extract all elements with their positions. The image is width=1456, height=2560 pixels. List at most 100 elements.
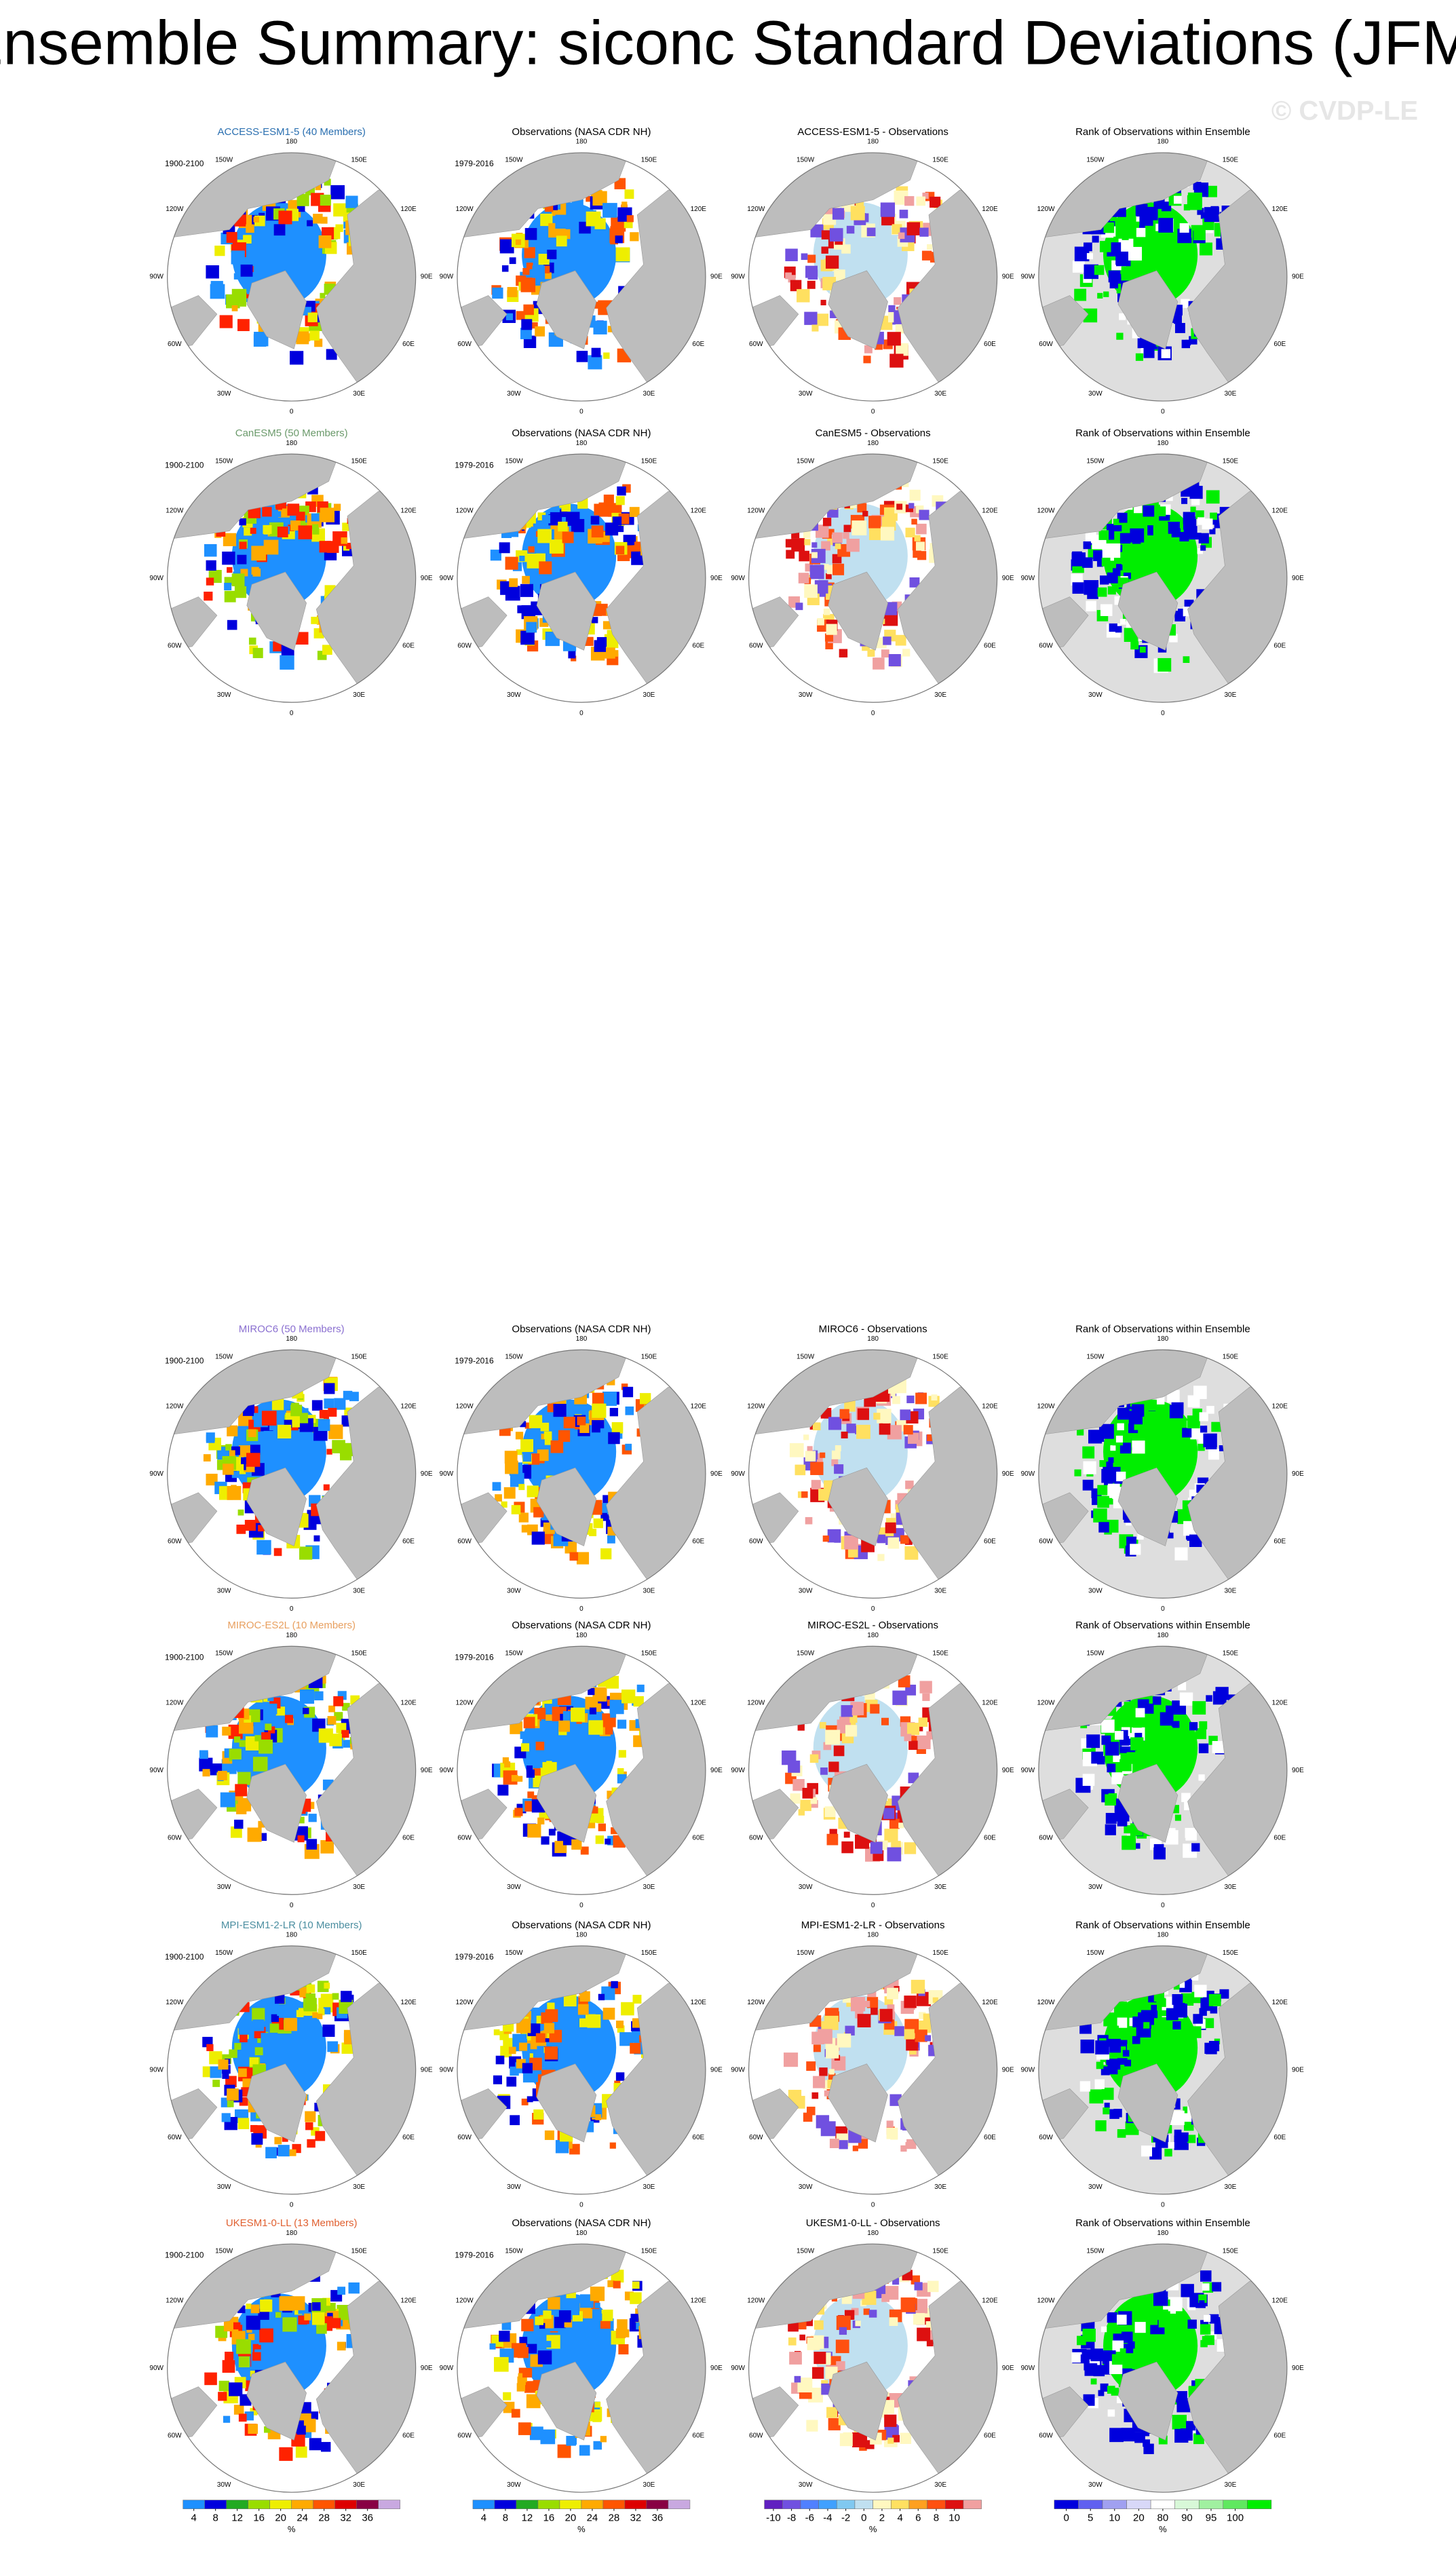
- field-cell: [318, 235, 332, 248]
- field-cell: [617, 1768, 624, 1775]
- lon-label: 150W: [215, 1354, 233, 1361]
- lon-label: 60W: [457, 341, 472, 348]
- field-cell: [814, 580, 828, 594]
- field-cell: [299, 1546, 313, 1560]
- field-cell: [571, 655, 577, 662]
- lon-label: 150E: [641, 2247, 657, 2255]
- colorbar-tick-label: 10: [949, 2513, 960, 2524]
- lon-label: 30W: [799, 2481, 813, 2489]
- field-cell: [600, 1548, 612, 1560]
- field-cell: [1158, 218, 1173, 233]
- lon-label: 150E: [932, 1949, 949, 1957]
- field-cell: [590, 2287, 605, 2301]
- map-panel: Rank of Observations within Ensemble1801…: [1021, 1323, 1305, 1613]
- field-cell: [926, 2339, 934, 2347]
- field-cell: [1121, 2428, 1135, 2442]
- lon-label: 90W: [440, 1470, 454, 1478]
- field-cell: [314, 1691, 324, 1701]
- field-cell: [802, 1787, 813, 1799]
- field-cell: [790, 1793, 801, 1804]
- field-cell: [337, 2342, 346, 2351]
- field-cell: [621, 202, 628, 208]
- lon-label: 120E: [691, 1999, 707, 2006]
- lon-label: 90E: [1002, 1767, 1014, 1774]
- field-cell: [1131, 1404, 1145, 1417]
- field-cell: [267, 1695, 274, 1702]
- field-cell: [569, 1552, 579, 1561]
- field-cell: [282, 2135, 288, 2142]
- field-cell: [810, 1797, 818, 1804]
- field-cell: [1097, 587, 1107, 597]
- colorbar-tick-label: 16: [253, 2513, 265, 2524]
- field-cell: [911, 1979, 925, 1994]
- colorbar-tick-label: 2: [879, 2513, 885, 2524]
- lon-label: 180: [576, 138, 588, 146]
- field-cell: [868, 526, 883, 540]
- map-border: [457, 152, 706, 402]
- field-cell: [1107, 1763, 1116, 1773]
- field-cell: [1086, 600, 1096, 611]
- field-cell: [349, 1392, 359, 1402]
- period-label: 1979-2016: [455, 2250, 494, 2259]
- field-cell: [229, 2382, 243, 2396]
- field-cell: [334, 1398, 346, 1410]
- field-cell: [521, 319, 533, 330]
- land: [246, 1467, 307, 1546]
- lon-label: 150E: [351, 1354, 367, 1361]
- map-panel: Rank of Observations within Ensemble1801…: [1021, 1919, 1305, 2209]
- field-cell: [596, 1816, 605, 1824]
- field-cell: [603, 494, 614, 505]
- colorbar-tick-label: 36: [652, 2513, 664, 2524]
- field-cell: [605, 1727, 613, 1735]
- field-cell: [823, 1742, 832, 1751]
- lon-label: 120W: [747, 2297, 765, 2304]
- field-cell: [271, 1398, 284, 1411]
- field-cell: [256, 1540, 271, 1555]
- field-cell: [851, 1707, 860, 1716]
- field-cell: [535, 326, 545, 337]
- panel-title: CanESM5 (50 Members): [235, 427, 348, 439]
- field-cell: [630, 232, 639, 242]
- colorbar-unit: %: [577, 2524, 586, 2534]
- field-cell: [824, 2090, 830, 2097]
- field-cell: [621, 1383, 628, 1390]
- colorbar-tick-label: 20: [565, 2513, 577, 2524]
- field-cell: [863, 356, 871, 364]
- field-cell: [277, 2145, 290, 2157]
- field-cell: [832, 532, 843, 543]
- field-cell: [594, 2401, 601, 2408]
- lon-label: 120E: [982, 1403, 998, 1411]
- field-cell: [629, 507, 640, 517]
- field-cell: [495, 1494, 502, 1502]
- lon-label: 60W: [168, 2134, 182, 2141]
- field-cell: [244, 2411, 254, 2421]
- field-cell: [828, 1761, 839, 1772]
- map-border: [1038, 2243, 1288, 2493]
- field-cell: [545, 1713, 554, 1721]
- lon-label: 0: [290, 1605, 294, 1613]
- lon-label: 60E: [402, 341, 415, 348]
- field-cell: [243, 235, 252, 244]
- field-cell: [809, 1754, 819, 1763]
- colorbar-swatch: [334, 2500, 357, 2509]
- field-cell: [615, 546, 625, 554]
- field-cell: [290, 351, 304, 365]
- field-cell: [239, 1468, 246, 1474]
- field-cell: [555, 214, 569, 229]
- lon-label: 90W: [731, 1767, 745, 1774]
- lon-label: 90E: [421, 575, 433, 582]
- lon-label: 30E: [643, 1587, 655, 1594]
- lon-label: 30E: [934, 1884, 946, 1891]
- field-cell: [511, 1505, 521, 1514]
- panel-title: Observations (NASA CDR NH): [512, 427, 651, 439]
- map-body: [167, 153, 416, 402]
- lon-label: 90E: [421, 2067, 433, 2074]
- lon-label: 150W: [505, 457, 523, 465]
- field-cell: [1113, 568, 1121, 576]
- field-cell: [1190, 506, 1196, 512]
- field-cell: [844, 1400, 856, 1412]
- lon-label: 60E: [402, 2432, 415, 2439]
- lon-label: 30W: [1088, 1884, 1103, 1891]
- field-cell: [231, 1471, 239, 1478]
- field-cell: [1198, 1743, 1209, 1753]
